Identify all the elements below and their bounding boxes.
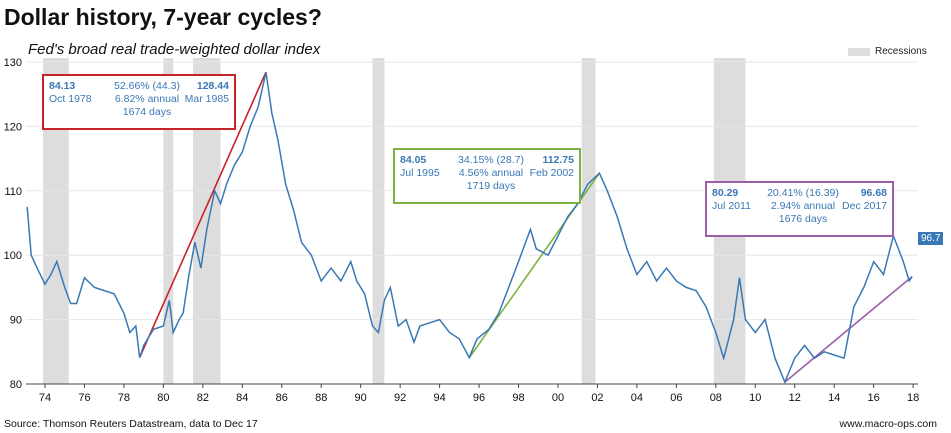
x-tick-label: 02 (591, 392, 603, 404)
x-tick-label: 82 (197, 392, 209, 404)
y-tick-label: 120 (4, 121, 22, 133)
legend: Recessions (848, 46, 927, 57)
x-tick-label: 06 (670, 392, 682, 404)
x-tick-label: 76 (78, 392, 90, 404)
days: 1676 days (778, 213, 828, 225)
days: 1719 days (466, 180, 516, 192)
x-tick-label: 92 (394, 392, 406, 404)
start-date: Jul 2011 (712, 200, 751, 212)
end-date: Dec 2017 (842, 200, 887, 212)
annotation-box-2011-2017: 80.29 Jul 2011 20.41% (16.39) 2.94% annual… (705, 181, 894, 237)
end-value: 112.75 (542, 154, 574, 166)
x-tick-label: 00 (552, 392, 564, 404)
x-tick-label: 78 (118, 392, 130, 404)
x-tick-label: 18 (907, 392, 919, 404)
last-value-label: 96.7 (918, 232, 944, 245)
annual: 6.82% annual (114, 93, 180, 105)
chart-subtitle: Fed's broad real trade-weighted dollar i… (28, 41, 321, 58)
x-tick-label: 86 (276, 392, 288, 404)
dollar-index-line (26, 72, 913, 385)
x-tick-label: 94 (433, 392, 445, 404)
cycle-trend-line (138, 71, 267, 358)
annual: 4.56% annual (458, 167, 524, 179)
y-tick-label: 110 (4, 186, 22, 198)
x-tick-label: 84 (236, 392, 248, 404)
change: 34.15% (28.7) (458, 154, 524, 166)
x-tick-label: 16 (868, 392, 880, 404)
x-tick-label: 04 (631, 392, 643, 404)
recession-band (163, 58, 174, 384)
end-date: Mar 1985 (184, 93, 229, 105)
x-tick-label: 74 (39, 392, 51, 404)
start-date: Oct 1978 (49, 93, 92, 105)
change: 52.66% (44.3) (114, 80, 180, 92)
source-note: Source: Thomson Reuters Datastream, data… (4, 418, 258, 430)
end-value: 96.68 (860, 187, 887, 199)
chart-title: Dollar history, 7-year cycles? (4, 4, 322, 30)
cycle-trend-line (784, 275, 913, 383)
y-tick-label: 90 (10, 315, 22, 327)
x-tick-label: 98 (512, 392, 524, 404)
annual: 2.94% annual (770, 200, 836, 212)
change: 20.41% (16.39) (767, 187, 839, 199)
start-value: 84.05 (400, 154, 427, 166)
annotation-box-1995-2002: 84.05 Jul 1995 34.15% (28.7) 4.56% annual 1… (393, 148, 581, 204)
x-tick-label: 10 (749, 392, 761, 404)
x-tick-label: 88 (315, 392, 327, 404)
y-tick-label: 100 (4, 250, 22, 262)
end-value: 128.44 (196, 80, 229, 92)
annotation-box-1978-1985: 84.13 Oct 1978 52.66% (44.3) 6.82% annual 1… (42, 74, 236, 130)
recession-band (581, 58, 596, 384)
legend-label-recessions: Recessions (875, 46, 927, 57)
recession-band (372, 58, 385, 384)
y-tick-label: 80 (10, 379, 22, 391)
start-value: 84.13 (49, 80, 76, 92)
days: 1674 days (122, 106, 172, 118)
x-tick-label: 08 (710, 392, 722, 404)
y-tick-label: 130 (4, 57, 22, 69)
start-value: 80.29 (712, 187, 739, 199)
website-credit: www.macro-ops.com (839, 418, 937, 430)
legend-swatch-recessions (848, 47, 870, 56)
x-tick-label: 90 (355, 392, 367, 404)
x-tick-label: 80 (157, 392, 169, 404)
x-tick-label: 96 (473, 392, 485, 404)
x-tick-label: 12 (789, 392, 801, 404)
end-date: Feb 2002 (529, 167, 574, 179)
x-tick-label: 14 (828, 392, 840, 404)
start-date: Jul 1995 (400, 167, 440, 179)
